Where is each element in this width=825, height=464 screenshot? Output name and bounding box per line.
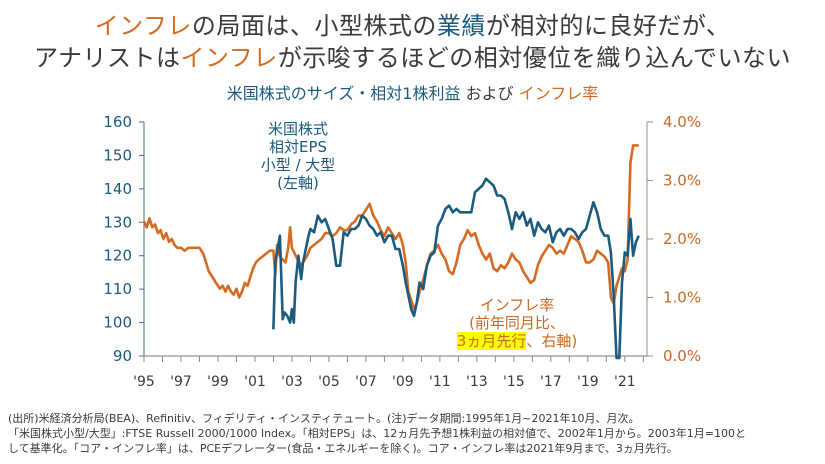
- x-axis-tick-label: '95: [133, 374, 155, 390]
- footnote-line: 「米国株式小型/大型」:FTSE Russell 2000/1000 Index…: [8, 427, 746, 440]
- lead-highlight: 3ヵ月先行: [456, 332, 527, 350]
- left-axis-tick-label: 90: [113, 347, 132, 365]
- eps-series-line: [272, 177, 640, 360]
- left-axis-tick-label: 110: [103, 280, 132, 298]
- x-axis-tick-label: '11: [429, 374, 451, 390]
- right-axis-tick-label: 4.0%: [663, 113, 701, 131]
- eps-series-label: 米国株式 相対EPS 小型 / 大型 (左軸): [238, 120, 358, 192]
- inflation-series-label: インフレ率 (前年同月比、 3ヵ月先行、右軸): [432, 296, 602, 350]
- chart-title-segment: インフレ率: [518, 84, 599, 103]
- x-axis-tick-label: '15: [503, 374, 525, 390]
- headline-segment: の局面は、小型株式の: [191, 12, 437, 40]
- chart-title: 米国株式のサイズ・相対1株利益 および インフレ率: [0, 80, 825, 104]
- footnote-line: して基準化。「コア・インフレ率」は、PCEデフレーター(食品・エネルギーを除く)…: [8, 442, 678, 455]
- footnote-line: (出所)米経済分析局(BEA)、Refinitiv、フィデリティ・インスティテュ…: [8, 412, 640, 425]
- x-axis-tick-label: '19: [577, 374, 599, 390]
- eps-label-line: (左軸): [277, 174, 319, 192]
- right-axis-tick-label: 2.0%: [663, 230, 701, 248]
- chart-canvas: 160 150 140 130 120 110 100 90 4.0% 3.0% 2.0% 1.0% 0…: [103, 113, 701, 390]
- inflation-label-rest: 、右軸): [526, 332, 578, 350]
- headline-segment: アナリストは: [33, 44, 181, 72]
- right-axis-tick-label: 0.0%: [663, 347, 701, 365]
- headline-segment: 業績: [436, 12, 486, 40]
- headline-line-1: インフレの局面は、小型株式の業績が相対的に良好だが、: [0, 6, 825, 41]
- inflation-series-line: [142, 144, 639, 311]
- left-axis-tick-label: 100: [103, 314, 132, 332]
- right-axis-tick-label: 1.0%: [663, 289, 701, 307]
- chart-title-segment: 米国株式のサイズ・相対1株利益: [226, 84, 461, 103]
- left-axis-tick-label: 150: [103, 146, 132, 164]
- x-axis-tick-label: '01: [244, 374, 266, 390]
- headline-segment: インフレ: [180, 44, 278, 72]
- inflation-label-line: 3ヵ月先行、右軸): [432, 332, 602, 350]
- x-axis-tick-label: '09: [392, 374, 414, 390]
- x-axis-tick-label: '97: [170, 374, 192, 390]
- chart-title-segment: および: [460, 84, 519, 103]
- footnote: (出所)米経済分析局(BEA)、Refinitiv、フィデリティ・インスティテュ…: [8, 411, 820, 456]
- headline-segment: が示唆するほどの相対優位を織り込んでいない: [277, 44, 792, 72]
- inflation-label-line: インフレ率: [479, 296, 555, 314]
- right-axis-tick-label: 3.0%: [663, 172, 701, 190]
- x-axis-tick-label: '13: [466, 374, 488, 390]
- x-axis-tick-label: '99: [207, 374, 229, 390]
- inflation-label-line: (前年同月比、: [469, 314, 565, 332]
- headline-segment: インフレ: [94, 12, 192, 40]
- left-axis-tick-label: 130: [103, 213, 132, 231]
- eps-label-line: 米国株式: [267, 120, 328, 138]
- x-axis-tick-label: '07: [355, 374, 377, 390]
- x-axis-tick-label: '21: [614, 374, 636, 390]
- left-axis-tick-label: 120: [103, 247, 132, 265]
- x-axis-tick-label: '03: [281, 374, 303, 390]
- left-axis-tick-label: 160: [103, 113, 132, 131]
- headline-line-2: アナリストはインフレが示唆するほどの相対優位を織り込んでいない: [0, 38, 825, 73]
- x-axis-tick-label: '05: [318, 374, 340, 390]
- headline-segment: が相対的に良好だが、: [485, 12, 731, 40]
- left-axis-tick-label: 140: [103, 180, 132, 198]
- eps-label-line: 相対EPS: [268, 138, 328, 156]
- eps-label-line: 小型 / 大型: [260, 156, 336, 174]
- x-axis-tick-label: '17: [540, 374, 562, 390]
